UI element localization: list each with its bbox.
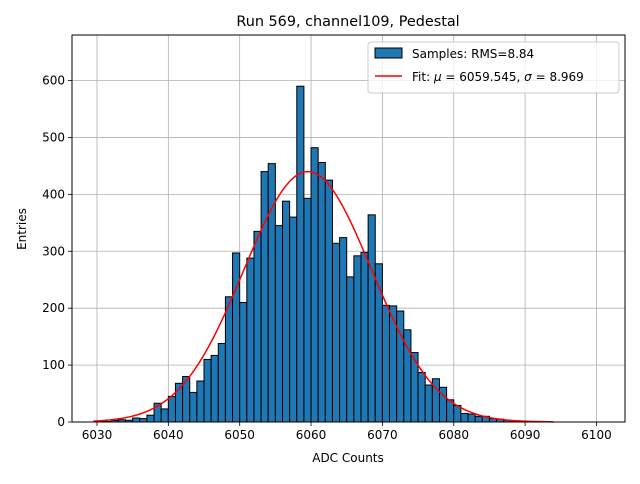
histogram-bar bbox=[232, 252, 241, 423]
legend: Samples: RMS=8.84 Fit: μ = 6059.545, σ =… bbox=[367, 41, 620, 94]
histogram-bar bbox=[167, 395, 176, 423]
histogram-bar bbox=[281, 200, 291, 423]
histogram-bar bbox=[196, 380, 205, 423]
y-axis-ticks: 0 100 200 300 400 500 600 bbox=[42, 74, 72, 429]
histogram-bar bbox=[246, 257, 255, 423]
histogram-bar bbox=[217, 342, 226, 423]
legend-sigma-symbol: σ bbox=[524, 70, 532, 84]
legend-samples-swatch bbox=[374, 47, 403, 59]
legend-sigma-value: = 8.969 bbox=[532, 70, 584, 84]
histogram-bar bbox=[139, 418, 148, 423]
chart-title: Run 569, channel109, Pedestal bbox=[236, 14, 459, 30]
x-tick-label: 6100 bbox=[581, 428, 612, 442]
histogram-bar bbox=[460, 412, 469, 423]
x-tick-label: 6080 bbox=[438, 428, 469, 442]
legend-fit-prefix: Fit: bbox=[412, 70, 434, 84]
histogram-bar bbox=[331, 242, 341, 423]
x-tick-label: 6050 bbox=[224, 428, 255, 442]
histogram-bar bbox=[453, 404, 462, 423]
y-tick-label: 100 bbox=[42, 358, 65, 372]
histogram-bar bbox=[260, 171, 269, 423]
histogram-bar bbox=[296, 85, 305, 423]
histogram-bar bbox=[474, 415, 483, 423]
histogram-bar bbox=[417, 371, 426, 423]
legend-mu-value: = 6059.545, bbox=[442, 70, 525, 84]
y-tick-label: 200 bbox=[42, 301, 65, 315]
y-tick-label: 600 bbox=[42, 74, 65, 88]
histogram-bar bbox=[160, 408, 169, 423]
histogram-bar bbox=[224, 296, 234, 423]
histogram-bar bbox=[203, 358, 212, 423]
x-tick-label: 6090 bbox=[510, 428, 541, 442]
histogram-bar bbox=[324, 179, 333, 423]
histogram-bar bbox=[146, 414, 155, 423]
fit-curve bbox=[93, 170, 554, 423]
x-tick-label: 6030 bbox=[82, 428, 113, 442]
histogram-bar bbox=[289, 216, 298, 423]
histogram-bar bbox=[467, 413, 476, 423]
x-tick-label: 6040 bbox=[153, 428, 184, 442]
histogram-bar bbox=[253, 230, 262, 423]
y-axis-label: Entries bbox=[15, 208, 29, 250]
histogram-bar bbox=[274, 225, 283, 423]
histogram-bar bbox=[189, 391, 198, 423]
legend-box bbox=[367, 41, 620, 94]
plot-frame bbox=[71, 34, 626, 423]
legend-fit-label: Fit: μ = 6059.545, σ = 8.969 bbox=[412, 70, 584, 84]
legend-samples-label: Samples: RMS=8.84 bbox=[412, 47, 534, 61]
histogram-bar bbox=[367, 214, 376, 423]
y-tick-label: 300 bbox=[42, 244, 65, 258]
histogram-bar bbox=[424, 384, 433, 423]
histogram-bar bbox=[303, 197, 312, 423]
histogram-bar bbox=[339, 237, 348, 423]
histogram-bar bbox=[210, 354, 219, 423]
x-tick-label: 6060 bbox=[296, 428, 327, 442]
y-tick-label: 0 bbox=[57, 415, 65, 429]
x-axis-label: ADC Counts bbox=[312, 451, 384, 465]
legend-mu-symbol: μ bbox=[433, 70, 442, 84]
histogram-bar bbox=[353, 255, 362, 423]
y-tick-label: 400 bbox=[42, 187, 65, 201]
histogram-bar bbox=[310, 147, 319, 423]
histogram-bar bbox=[239, 301, 248, 423]
y-tick-label: 500 bbox=[42, 130, 65, 144]
x-axis-ticks: 6030 6040 6050 6060 6070 6080 6090 6100 bbox=[82, 422, 612, 442]
x-tick-label: 6070 bbox=[367, 428, 398, 442]
histogram-bar bbox=[346, 276, 355, 423]
histogram-bar bbox=[381, 304, 391, 423]
histogram-bar bbox=[360, 251, 369, 423]
histogram-bar bbox=[317, 161, 326, 423]
histogram-bar bbox=[132, 417, 141, 423]
